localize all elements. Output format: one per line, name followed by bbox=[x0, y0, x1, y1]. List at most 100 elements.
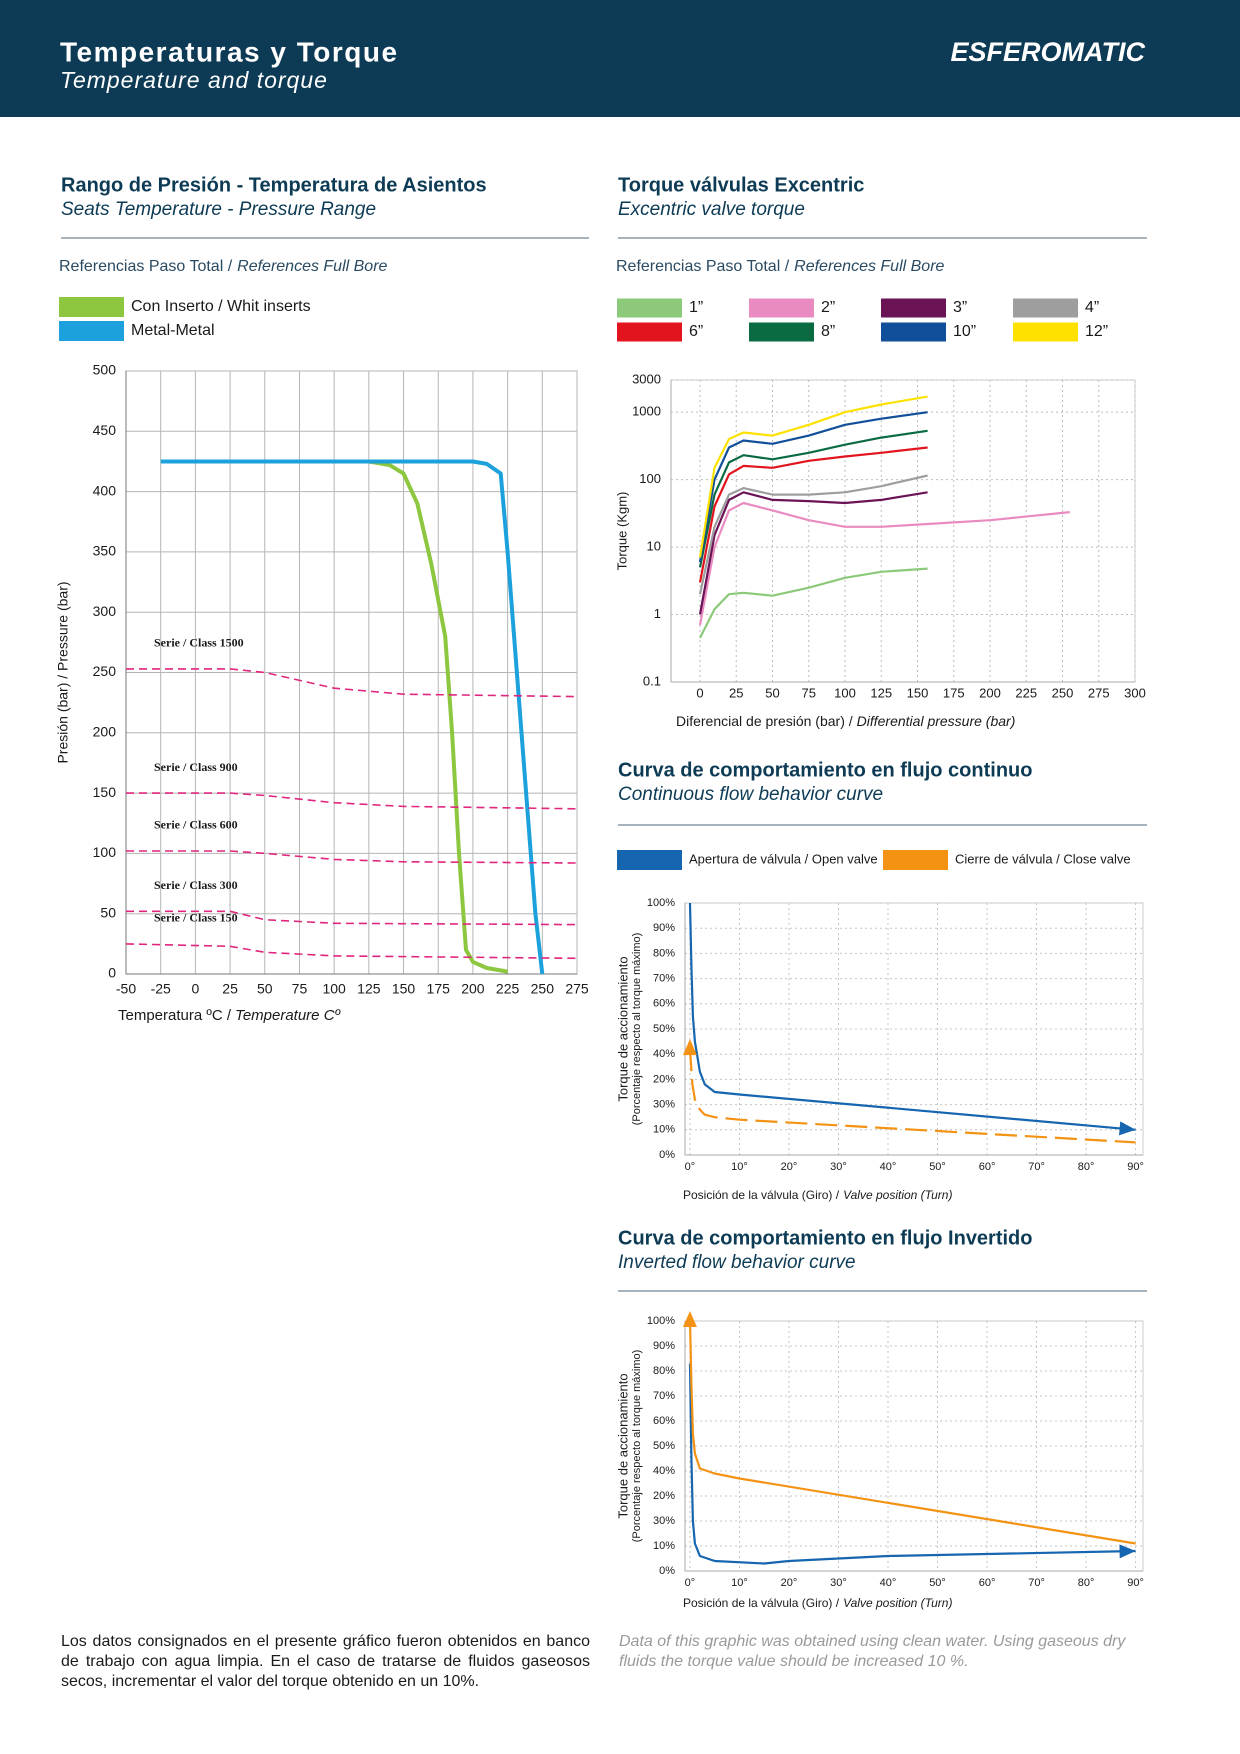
series-line bbox=[688, 1363, 1136, 1565]
series-line bbox=[698, 411, 928, 563]
y-tick-label: 1 bbox=[654, 606, 661, 621]
y-tick-label: 1000 bbox=[632, 404, 661, 419]
legend-swatch bbox=[1013, 298, 1078, 318]
x-axis-label-main: Posición de la válvula (Giro) / bbox=[683, 1596, 840, 1610]
x-axis-label-main: Posición de la válvula (Giro) / bbox=[683, 1188, 840, 1202]
series-line bbox=[698, 429, 928, 568]
y-tick-label: 250 bbox=[93, 663, 117, 679]
x-tick-label: -50 bbox=[116, 981, 136, 997]
series-line bbox=[126, 850, 578, 864]
y-tick-label: 3000 bbox=[632, 371, 661, 386]
series-line bbox=[698, 446, 928, 583]
y-tick-label: 400 bbox=[93, 482, 117, 498]
y-tick-label: 20% bbox=[653, 1490, 675, 1502]
legend-label: 10” bbox=[953, 323, 976, 340]
x-tick-label: 90° bbox=[1127, 1577, 1144, 1589]
y-tick-label: 150 bbox=[93, 784, 117, 800]
section-title: Curva de comportamiento en flujo Inverti… bbox=[618, 1227, 1033, 1249]
series-line bbox=[125, 943, 578, 960]
y-tick-label: 300 bbox=[93, 603, 117, 619]
legend-swatch bbox=[59, 297, 124, 317]
y-tick-label: 10 bbox=[647, 539, 661, 554]
legend-label: 8” bbox=[821, 323, 835, 340]
x-tick-label: 0° bbox=[685, 1577, 696, 1589]
x-tick-label: 70° bbox=[1028, 1161, 1045, 1173]
y-tick-label: 50 bbox=[100, 904, 116, 920]
x-axis-label-en: Differential pressure (bar) bbox=[857, 713, 1016, 729]
y-tick-label: 80% bbox=[653, 947, 675, 959]
section-title: Torque válvulas Excentric bbox=[618, 174, 864, 196]
page-title: Temperaturas y Torque bbox=[60, 36, 399, 67]
y-tick-label: 70% bbox=[653, 1390, 675, 1402]
legend-swatch bbox=[617, 850, 682, 870]
section-subtitle: Inverted flow behavior curve bbox=[618, 1252, 856, 1273]
series-line bbox=[698, 474, 928, 595]
y-tick-label: 50% bbox=[653, 1023, 675, 1035]
y-axis-label: Torque de accionamiento bbox=[615, 956, 630, 1101]
x-tick-label: 90° bbox=[1127, 1161, 1144, 1173]
x-tick-label: 40° bbox=[880, 1577, 897, 1589]
y-tick-label: 100% bbox=[647, 897, 675, 909]
x-tick-label: 80° bbox=[1078, 1577, 1095, 1589]
y-tick-label: 350 bbox=[93, 543, 117, 559]
x-tick-label: 100 bbox=[322, 981, 346, 997]
x-tick-label: 300 bbox=[1124, 685, 1146, 700]
legend-swatch bbox=[617, 322, 682, 342]
x-tick-label: 25 bbox=[729, 685, 743, 700]
legend-label: 2” bbox=[821, 299, 835, 316]
arrow-head bbox=[1119, 1121, 1136, 1136]
x-tick-label: 225 bbox=[496, 981, 520, 997]
legend-label: 12” bbox=[1085, 323, 1108, 340]
reference-main: Referencias Paso Total / bbox=[59, 258, 233, 275]
series-label: Serie / Class 900 bbox=[154, 760, 238, 774]
x-tick-label: -25 bbox=[151, 981, 171, 997]
x-tick-label: 50 bbox=[765, 685, 779, 700]
y-axis-label: Torque (Kgm) bbox=[614, 492, 629, 571]
x-tick-label: 0 bbox=[696, 685, 703, 700]
section-title: Rango de Presión - Temperatura de Asient… bbox=[61, 174, 487, 196]
reference-en: References Full Bore bbox=[237, 258, 387, 275]
reference-main: Referencias Paso Total / bbox=[616, 258, 790, 275]
legend-label: 3” bbox=[953, 299, 967, 316]
x-tick-label: 250 bbox=[1052, 685, 1074, 700]
x-tick-label: 60° bbox=[979, 1161, 996, 1173]
series-label: Serie / Class 150 bbox=[154, 911, 238, 925]
y-tick-label: 200 bbox=[93, 724, 117, 740]
legend-label: 4” bbox=[1085, 299, 1099, 316]
y-tick-label: 100 bbox=[639, 471, 661, 486]
series-line bbox=[126, 668, 578, 698]
x-axis-label-en: Valve position (Turn) bbox=[843, 1596, 952, 1610]
y-tick-label: 80% bbox=[653, 1365, 675, 1377]
y-tick-label: 100% bbox=[647, 1315, 675, 1327]
series-line bbox=[688, 1049, 1136, 1144]
y-tick-label: 0 bbox=[108, 965, 116, 981]
y-tick-label: 500 bbox=[93, 362, 117, 378]
x-axis-label: Diferencial de presión (bar) / Differenti… bbox=[676, 713, 1015, 729]
x-tick-label: 10° bbox=[731, 1577, 748, 1589]
x-tick-label: 50° bbox=[929, 1577, 946, 1589]
series-label: Serie / Class 1500 bbox=[154, 636, 244, 650]
legend-swatch bbox=[617, 298, 682, 318]
y-axis-label: (Porcentaje respecto al torque máximo) bbox=[631, 933, 643, 1126]
x-tick-label: 0 bbox=[191, 981, 199, 997]
series-line bbox=[160, 459, 545, 975]
y-tick-label: 50% bbox=[653, 1440, 675, 1452]
x-tick-label: 60° bbox=[979, 1577, 996, 1589]
legend-label: Cierre de válvula / Close valve bbox=[955, 851, 1131, 866]
y-tick-label: 100 bbox=[93, 844, 117, 860]
x-axis-label: Posición de la válvula (Giro) / Valve pos… bbox=[683, 1596, 952, 1610]
legend-swatch bbox=[1013, 322, 1078, 342]
x-tick-label: 30° bbox=[830, 1577, 847, 1589]
plot-area bbox=[670, 379, 1136, 683]
section-subtitle: Continuous flow behavior curve bbox=[618, 784, 883, 805]
legend-swatch bbox=[883, 850, 948, 870]
y-axis-label: (Porcentaje respecto al torque máximo) bbox=[631, 1350, 643, 1543]
series-label: Serie / Class 300 bbox=[154, 878, 238, 892]
series-line bbox=[699, 567, 928, 639]
series-line bbox=[688, 1320, 1136, 1545]
x-tick-label: 275 bbox=[1088, 685, 1110, 700]
y-tick-label: 40% bbox=[653, 1465, 675, 1477]
y-tick-label: 60% bbox=[653, 998, 675, 1010]
legend-swatch bbox=[749, 322, 814, 342]
y-tick-label: 70% bbox=[653, 973, 675, 985]
